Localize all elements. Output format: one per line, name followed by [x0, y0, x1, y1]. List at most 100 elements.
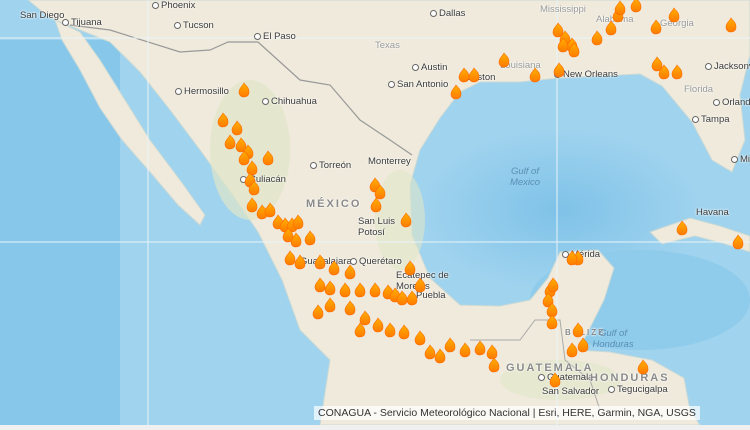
fire-icon[interactable]	[591, 30, 603, 46]
fire-icon[interactable]	[344, 300, 356, 316]
fire-icon[interactable]	[668, 7, 680, 23]
fire-icon[interactable]	[238, 150, 250, 166]
fire-icon[interactable]	[676, 220, 688, 236]
fire-icon[interactable]	[549, 372, 561, 388]
country-label: BELIZE	[565, 328, 606, 337]
fire-icon[interactable]	[546, 314, 558, 330]
fire-icon[interactable]	[552, 22, 564, 38]
water-label: Gulf of Honduras	[592, 328, 634, 350]
city-label: San Diego	[20, 10, 65, 21]
city-label: Tegucigalpa	[608, 384, 668, 395]
fire-icon[interactable]	[384, 322, 396, 338]
fire-icon[interactable]	[354, 322, 366, 338]
fire-icon[interactable]	[304, 230, 316, 246]
fire-icon[interactable]	[486, 344, 498, 360]
fire-icon[interactable]	[248, 180, 260, 196]
fire-icon[interactable]	[650, 19, 662, 35]
fire-icon[interactable]	[314, 277, 326, 293]
city-label: Guadalajara	[300, 256, 352, 267]
bottom-bar	[0, 425, 750, 430]
fire-icon[interactable]	[294, 254, 306, 270]
fire-icon[interactable]	[344, 264, 356, 280]
fire-icon[interactable]	[658, 64, 670, 80]
fire-icon[interactable]	[725, 17, 737, 33]
fire-icon[interactable]	[339, 282, 351, 298]
city-label: Chihuahua	[262, 96, 317, 107]
fire-icon[interactable]	[566, 250, 578, 266]
fire-icon[interactable]	[637, 359, 649, 375]
fire-icon[interactable]	[290, 232, 302, 248]
fire-icon[interactable]	[284, 250, 296, 266]
fire-icon[interactable]	[459, 342, 471, 358]
fire-icon[interactable]	[404, 260, 416, 276]
fire-icon[interactable]	[529, 67, 541, 83]
fire-icon[interactable]	[468, 67, 480, 83]
fire-icon[interactable]	[262, 150, 274, 166]
fire-icon[interactable]	[498, 52, 510, 68]
fire-icon[interactable]	[328, 260, 340, 276]
fire-icon[interactable]	[246, 197, 258, 213]
fire-icon[interactable]	[292, 214, 304, 230]
fire-icon[interactable]	[424, 344, 436, 360]
fire-icon[interactable]	[414, 277, 426, 293]
water-label: Gulf of Mexico	[509, 166, 541, 188]
fire-icon[interactable]	[572, 322, 584, 338]
fire-icon[interactable]	[614, 0, 626, 16]
city-label: Dallas	[430, 8, 465, 19]
fire-icon[interactable]	[542, 292, 554, 308]
fire-icon[interactable]	[370, 197, 382, 213]
city-label: Monterrey	[368, 156, 411, 167]
fire-icon[interactable]	[577, 337, 589, 353]
fire-icon[interactable]	[553, 62, 565, 78]
fire-icon[interactable]	[398, 324, 410, 340]
fire-icon[interactable]	[568, 42, 580, 58]
fire-icon[interactable]	[396, 290, 408, 306]
fire-icon[interactable]	[264, 202, 276, 218]
fire-icon[interactable]	[488, 357, 500, 373]
city-label: Tucson	[174, 20, 214, 31]
fire-icon[interactable]	[547, 277, 559, 293]
city-label: Austin	[412, 62, 447, 73]
fire-icon[interactable]	[324, 297, 336, 313]
country-label: MÉXICO	[306, 198, 362, 210]
fire-icon[interactable]	[671, 64, 683, 80]
fire-icon[interactable]	[474, 340, 486, 356]
land-baja	[54, 19, 206, 226]
fire-icon[interactable]	[217, 112, 229, 128]
fire-icon[interactable]	[566, 342, 578, 358]
fire-icon[interactable]	[354, 282, 366, 298]
fire-icon[interactable]	[605, 20, 617, 36]
fire-icon[interactable]	[400, 212, 412, 228]
fire-icon[interactable]	[314, 254, 326, 270]
fire-icon[interactable]	[630, 0, 642, 13]
fire-icon[interactable]	[374, 184, 386, 200]
fire-icon[interactable]	[732, 234, 744, 250]
border-us-mexico	[69, 24, 413, 156]
fire-icon[interactable]	[434, 348, 446, 364]
fire-icon[interactable]	[450, 84, 462, 100]
country-label: HONDURAS	[590, 372, 670, 384]
fire-icon[interactable]	[406, 290, 418, 306]
fire-icon[interactable]	[282, 227, 294, 243]
fire-icon[interactable]	[369, 282, 381, 298]
fire-icon[interactable]	[224, 134, 236, 150]
fire-icon[interactable]	[238, 82, 250, 98]
fire-icon[interactable]	[231, 120, 243, 136]
city-label: Culiacán	[240, 174, 286, 185]
fire-icon[interactable]	[444, 337, 456, 353]
fire-icon[interactable]	[414, 330, 426, 346]
fire-icon[interactable]	[324, 280, 336, 296]
fire-icon[interactable]	[372, 317, 384, 333]
state-label: Mississippi	[540, 4, 586, 15]
fire-icon[interactable]	[458, 67, 470, 83]
city-label: Ecatepec de Morelos	[396, 270, 449, 292]
fire-icon[interactable]	[651, 56, 663, 72]
state-label: Louisiana	[500, 60, 541, 71]
fire-icon[interactable]	[557, 37, 569, 53]
fire-icon[interactable]	[359, 310, 371, 326]
fire-icon[interactable]	[312, 304, 324, 320]
fire-icon[interactable]	[235, 137, 247, 153]
city-label: Guatemala	[538, 372, 593, 383]
